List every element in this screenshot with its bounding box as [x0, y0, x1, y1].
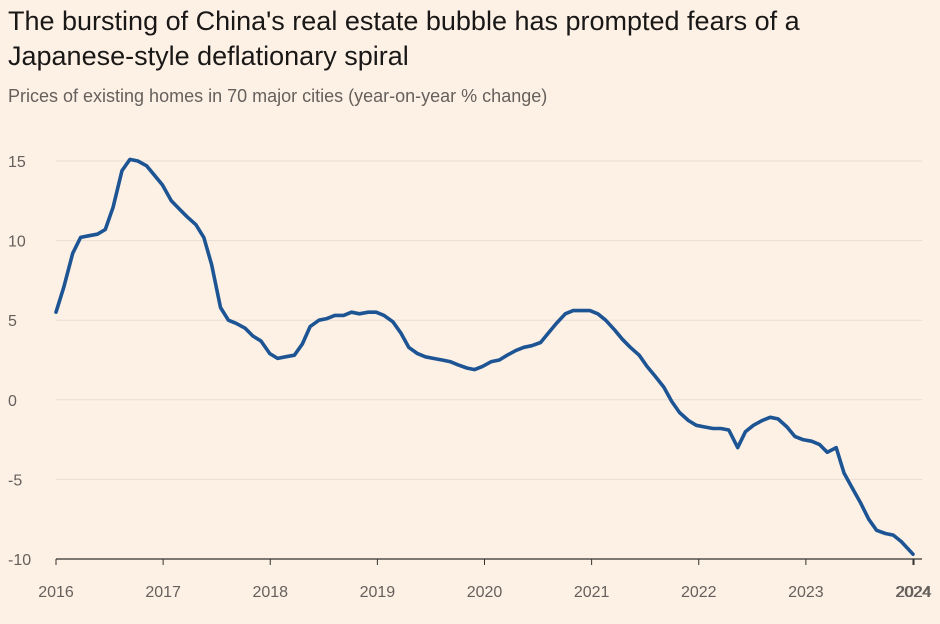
y-tick-label: 5: [8, 313, 17, 330]
x-tick-label: 2021: [574, 584, 610, 601]
x-tick-label: 2016: [38, 584, 74, 601]
x-tick-label: 2019: [360, 584, 396, 601]
data-series: [54, 157, 915, 556]
chart-title: The bursting of China's real estate bubb…: [8, 6, 800, 71]
x-tick-label: 2024: [895, 584, 931, 601]
x-tick-label: 2017: [145, 584, 181, 601]
x-tick-label: 2020: [467, 584, 503, 601]
chart-subtitle: Prices of existing homes in 70 major cit…: [8, 86, 548, 106]
y-tick-label: 15: [8, 154, 26, 171]
x-tick-label: 2018: [252, 584, 288, 601]
y-axis-ticks: 15 10 5 0 -5 -10: [8, 154, 31, 569]
gridlines: [56, 160, 922, 480]
y-tick-label: -5: [8, 472, 22, 489]
x-tick-label: 2024: [896, 584, 932, 601]
x-tick-label: 2023: [788, 584, 824, 601]
y-tick-label: -10: [8, 552, 31, 569]
y-tick-label: 10: [8, 234, 26, 251]
y-tick-label: 0: [8, 393, 17, 410]
x-tick-label: 2022: [681, 584, 717, 601]
series-line: [54, 157, 915, 556]
